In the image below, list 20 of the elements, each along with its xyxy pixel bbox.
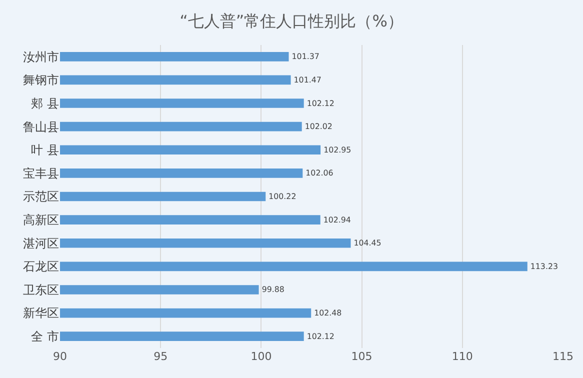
y-tick-label: 全 市 bbox=[31, 330, 59, 344]
y-tick-label: 卫东区 bbox=[23, 282, 59, 297]
chart-title: “七人普”常住人口性别比（%） bbox=[180, 11, 404, 30]
x-tick-label: 90 bbox=[53, 350, 67, 363]
y-tick-label: 宝丰县 bbox=[23, 166, 59, 180]
y-tick-label: 湛河区 bbox=[23, 236, 59, 250]
y-tick-label: 鲁山县 bbox=[23, 120, 59, 134]
y-tick-label: 高新区 bbox=[23, 213, 59, 228]
y-tick-label: 示范区 bbox=[23, 190, 59, 204]
y-tick-label: 叶 县 bbox=[31, 143, 59, 158]
y-tick-label: 新华区 bbox=[23, 306, 59, 320]
y-tick-label: 石龙区 bbox=[23, 260, 59, 274]
x-tick-label: 105 bbox=[351, 350, 372, 363]
y-tick-label: 汝州市 bbox=[23, 50, 59, 64]
x-tick-label: 115 bbox=[552, 350, 574, 363]
x-tick-label: 95 bbox=[154, 350, 168, 363]
x-tick-label: 100 bbox=[250, 350, 272, 363]
x-tick-label: 110 bbox=[452, 350, 473, 363]
y-tick-label: 郏 县 bbox=[31, 96, 59, 110]
y-tick-label: 舞钢市 bbox=[23, 73, 59, 88]
